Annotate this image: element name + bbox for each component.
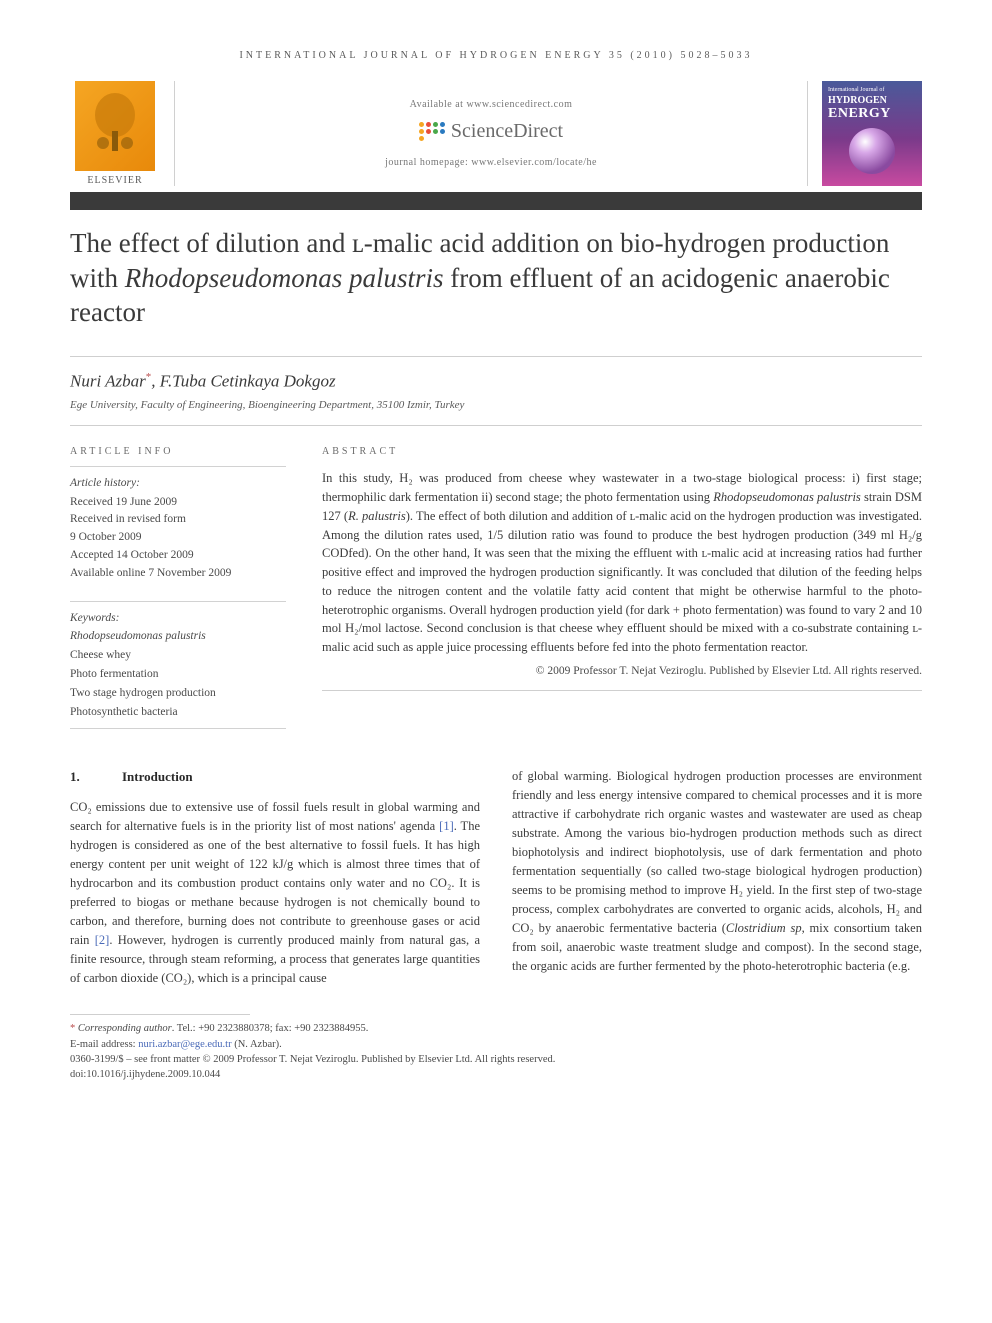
sd-dot-icon	[433, 122, 438, 127]
history-accepted: Accepted 14 October 2009	[70, 547, 286, 565]
author-list: Nuri Azbar*, F.Tuba Cetinkaya Dokgoz	[70, 371, 922, 392]
abstract-paragraph: In this study, H₂ was produced from chee…	[322, 469, 922, 657]
keyword-item: Photo fermentation	[70, 666, 286, 684]
elsevier-block: ELSEVIER	[70, 81, 160, 186]
running-header: INTERNATIONAL JOURNAL OF HYDROGEN ENERGY…	[70, 50, 922, 61]
footnote-rule	[70, 1014, 250, 1015]
corresponding-author-footnote: * Corresponding author. Tel.: +90 232388…	[70, 1021, 922, 1036]
abstract-text: ). The effect of both dilution and addit…	[322, 509, 922, 654]
body-paragraph: CO₂ emissions due to extensive use of fo…	[70, 798, 480, 988]
abstract-species-2: R. palustris	[348, 509, 406, 523]
title-species: Rhodopseudomonas palustris	[125, 263, 444, 293]
email-label: E-mail address:	[70, 1039, 138, 1050]
body-column-right: of global warming. Biological hydrogen p…	[512, 767, 922, 989]
section-title: Introduction	[122, 769, 193, 784]
article-info-column: ARTICLE INFO Article history: Received 1…	[70, 444, 286, 736]
sd-dot-icon	[440, 122, 445, 127]
divider-rule	[70, 425, 922, 426]
footnote-corr-contact: . Tel.: +90 2323880378; fax: +90 2323884…	[172, 1023, 369, 1034]
author-1: Nuri Azbar	[70, 371, 146, 390]
section-number: 1.	[70, 767, 122, 787]
body-text: CO₂ emissions due to extensive use of fo…	[70, 800, 480, 833]
keyword-item: Photosynthetic bacteria	[70, 704, 286, 722]
author-2: F.Tuba Cetinkaya Dokgoz	[160, 371, 336, 390]
reference-link[interactable]: [2]	[95, 933, 110, 947]
cover-superscript: International Journal of	[828, 87, 916, 93]
sciencedirect-logo[interactable]: ScienceDirect	[419, 120, 563, 143]
section-heading: 1.Introduction	[70, 767, 480, 787]
article-title: The effect of dilution and ʟ-malic acid …	[70, 226, 922, 330]
affiliation: Ege University, Faculty of Engineering, …	[70, 399, 922, 411]
reference-link[interactable]: [1]	[439, 819, 454, 833]
body-column-left: 1.Introduction CO₂ emissions due to exte…	[70, 767, 480, 989]
info-sub-rule	[70, 466, 286, 467]
body-columns: 1.Introduction CO₂ emissions due to exte…	[70, 767, 922, 989]
title-rule	[70, 192, 922, 210]
email-footnote: E-mail address: nuri.azbar@ege.edu.tr (N…	[70, 1037, 922, 1052]
publisher-banner: ELSEVIER Available at www.sciencedirect.…	[70, 81, 922, 186]
sd-dot-icon	[419, 122, 424, 127]
elsevier-tree-icon	[75, 81, 155, 171]
info-abstract-row: ARTICLE INFO Article history: Received 1…	[70, 444, 922, 736]
keyword-item: Two stage hydrogen production	[70, 685, 286, 703]
abstract-species-1: Rhodopseudomonas palustris	[713, 490, 861, 504]
sd-dot-icon	[419, 136, 424, 141]
page-root: INTERNATIONAL JOURNAL OF HYDROGEN ENERGY…	[0, 0, 992, 1122]
journal-homepage-text[interactable]: journal homepage: www.elsevier.com/locat…	[385, 157, 597, 168]
history-revised-label: Received in revised form	[70, 511, 286, 529]
journal-cover-image: International Journal of HYDROGEN ENERGY	[822, 81, 922, 186]
history-received: Received 19 June 2009	[70, 494, 286, 512]
author-sep: ,	[151, 371, 160, 390]
info-sub-rule	[70, 601, 286, 602]
banner-center: Available at www.sciencedirect.com Scien…	[174, 81, 808, 186]
history-online: Available online 7 November 2009	[70, 565, 286, 583]
keywords-label: Keywords:	[70, 610, 286, 628]
doi-line: doi:10.1016/j.ijhydene.2009.10.044	[70, 1067, 922, 1082]
sd-dot-icon	[419, 129, 424, 134]
sciencedirect-dots-icon	[419, 122, 445, 141]
sd-dot-icon	[426, 122, 431, 127]
abstract-column: ABSTRACT In this study, H₂ was produced …	[322, 444, 922, 736]
abstract-heading: ABSTRACT	[322, 444, 922, 459]
abstract-copyright: © 2009 Professor T. Nejat Veziroglu. Pub…	[322, 663, 922, 680]
cover-title-1: HYDROGEN	[828, 95, 916, 106]
history-revised-date: 9 October 2009	[70, 529, 286, 547]
article-history-label: Article history:	[70, 475, 286, 493]
available-at-text: Available at www.sciencedirect.com	[410, 99, 573, 110]
journal-cover-block: International Journal of HYDROGEN ENERGY	[822, 81, 922, 186]
body-text: . The hydrogen is considered as one of t…	[70, 819, 480, 947]
body-species: Clostridium sp	[726, 921, 802, 935]
front-matter-line: 0360-3199/$ – see front matter © 2009 Pr…	[70, 1052, 922, 1067]
body-paragraph: of global warming. Biological hydrogen p…	[512, 767, 922, 976]
email-link[interactable]: nuri.azbar@ege.edu.tr	[138, 1039, 231, 1050]
footnote-corr-label: Corresponding author	[78, 1023, 172, 1034]
footnotes: * Corresponding author. Tel.: +90 232388…	[70, 1021, 922, 1082]
elsevier-label: ELSEVIER	[87, 175, 142, 186]
sd-dot-icon	[433, 129, 438, 134]
body-text: of global warming. Biological hydrogen p…	[512, 769, 922, 935]
divider-rule	[70, 356, 922, 357]
cover-title-2: ENERGY	[828, 106, 916, 122]
email-after: (N. Azbar).	[232, 1039, 282, 1050]
keyword-item: Rhodopseudomonas palustris	[70, 628, 286, 646]
body-text: . However, hydrogen is currently produce…	[70, 933, 480, 985]
footnote-mark-icon: *	[70, 1023, 75, 1034]
sciencedirect-text: ScienceDirect	[451, 120, 563, 143]
info-sub-rule	[70, 728, 286, 729]
sd-dot-icon	[426, 129, 431, 134]
article-info-heading: ARTICLE INFO	[70, 444, 286, 460]
cover-globe-icon	[849, 128, 895, 174]
sd-dot-icon	[440, 129, 445, 134]
keywords-block: Keywords: Rhodopseudomonas palustris Che…	[70, 601, 286, 729]
keyword-item: Cheese whey	[70, 647, 286, 665]
abstract-bottom-rule	[322, 690, 922, 691]
